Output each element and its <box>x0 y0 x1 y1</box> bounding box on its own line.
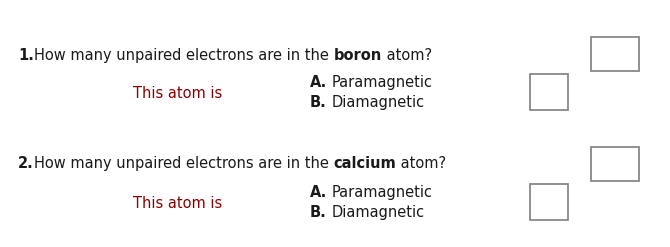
Text: A.: A. <box>310 185 327 200</box>
Bar <box>591 37 639 71</box>
Text: B.: B. <box>310 205 327 220</box>
Text: Diamagnetic: Diamagnetic <box>332 205 425 220</box>
Bar <box>530 74 568 110</box>
Text: Diamagnetic: Diamagnetic <box>332 95 425 109</box>
Bar <box>530 184 568 220</box>
Text: 1.: 1. <box>18 47 34 62</box>
Text: boron: boron <box>334 47 382 62</box>
Text: This atom is: This atom is <box>133 195 222 210</box>
Text: Paramagnetic: Paramagnetic <box>332 75 433 89</box>
Bar <box>591 147 639 181</box>
Text: A.: A. <box>310 75 327 89</box>
Text: 2.: 2. <box>18 156 34 170</box>
Text: atom?: atom? <box>382 47 431 62</box>
Text: atom?: atom? <box>396 156 446 170</box>
Text: How many unpaired electrons are in the: How many unpaired electrons are in the <box>34 156 333 170</box>
Text: calcium: calcium <box>333 156 396 170</box>
Text: Paramagnetic: Paramagnetic <box>332 185 433 200</box>
Text: This atom is: This atom is <box>133 85 222 101</box>
Text: B.: B. <box>310 95 327 109</box>
Text: How many unpaired electrons are in the: How many unpaired electrons are in the <box>34 47 334 62</box>
